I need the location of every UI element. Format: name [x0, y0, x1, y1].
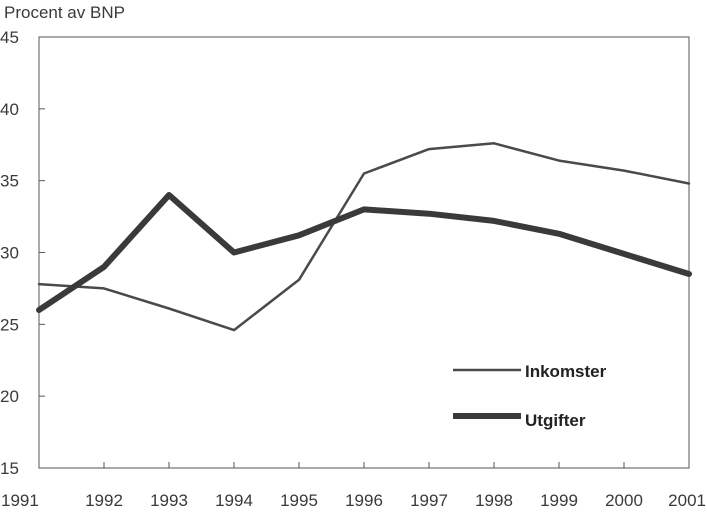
x-tick-label: 1999 [540, 491, 578, 510]
x-tick-label: 2000 [605, 491, 643, 510]
legend-label-inkomster: Inkomster [525, 362, 607, 381]
x-axis: 1991 1992 1993 1994 1995 1996 1997 1998 1999 2000… [1, 462, 706, 510]
series-line-inkomster [37, 142, 691, 332]
y-tick-label: 20 [0, 387, 19, 406]
x-tick-label: 2001 [668, 491, 706, 510]
y-tick-label: 15 [0, 459, 19, 478]
y-tick-label: 25 [0, 315, 19, 334]
y-tick-label: 35 [0, 172, 19, 191]
x-tick-label: 1991 [1, 491, 39, 510]
y-tick-label: 45 [0, 28, 19, 47]
plot-frame [38, 36, 690, 469]
x-tick-label: 1993 [150, 491, 188, 510]
y-tick-label: 30 [0, 244, 19, 263]
x-tick-label: 1994 [215, 491, 253, 510]
x-tick-label: 1996 [345, 491, 383, 510]
legend: Inkomster Utgifter [453, 362, 607, 430]
y-axis: 45 40 35 30 25 20 15 [0, 28, 45, 478]
legend-label-utgifter: Utgifter [525, 411, 586, 430]
x-tick-label: 1995 [280, 491, 318, 510]
x-tick-label: 1992 [85, 491, 123, 510]
series-line-utgifter [36, 192, 692, 313]
y-tick-label: 40 [0, 100, 19, 119]
x-tick-label: 1998 [475, 491, 513, 510]
x-tick-label: 1997 [410, 491, 448, 510]
series-layer [36, 142, 692, 332]
y-axis-label: Procent av BNP [4, 3, 125, 22]
